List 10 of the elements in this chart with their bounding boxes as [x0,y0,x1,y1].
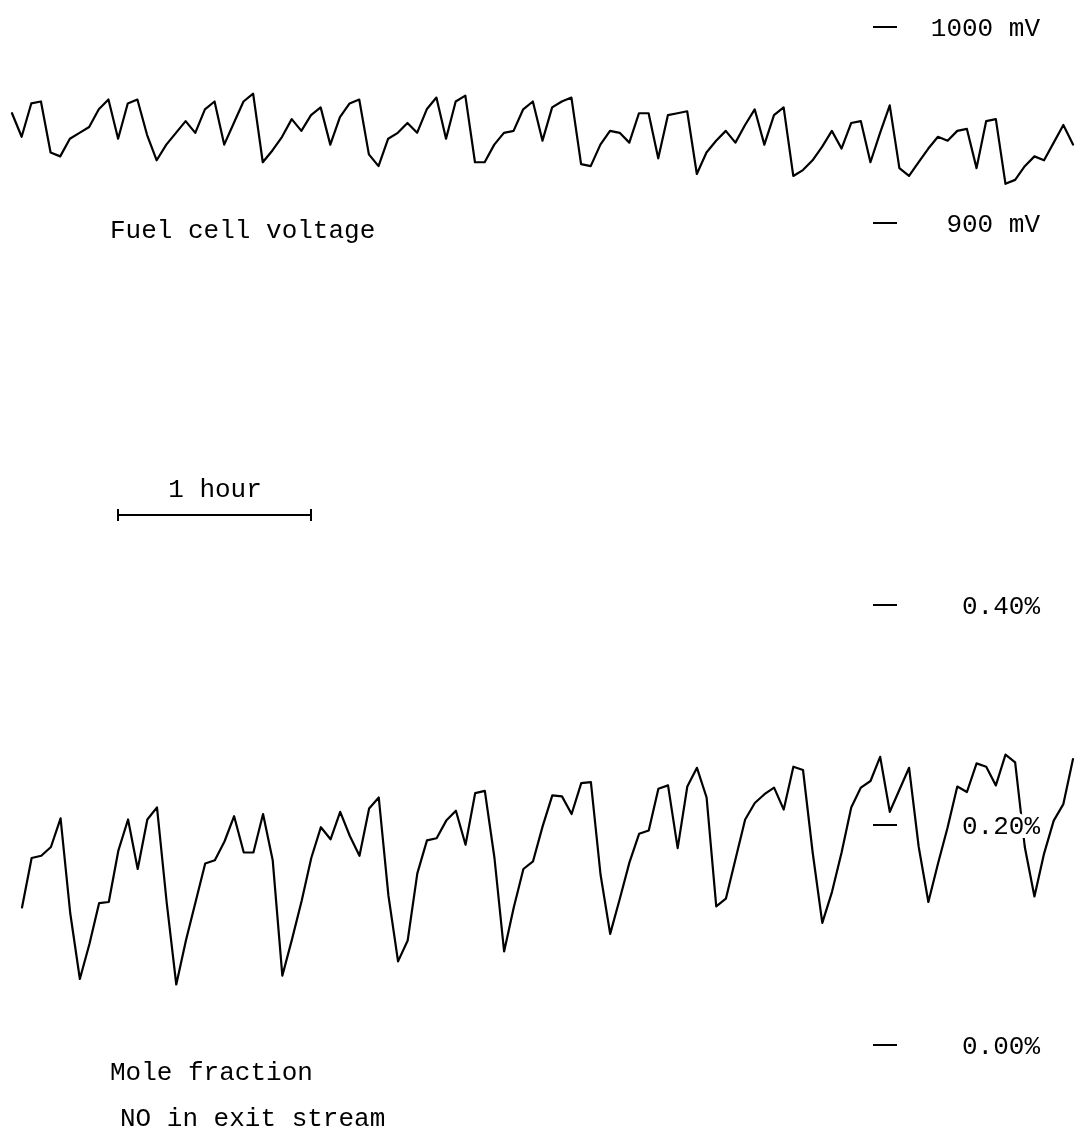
y-tick-label: 0.00% [961,1032,1041,1063]
text: Fuel cell voltage [110,216,376,246]
line-series [10,92,1075,185]
y-tick-label: 0.40% [961,592,1041,623]
text: Mole fraction [110,1058,313,1088]
line-series [20,753,1075,986]
text: NO in exit stream [120,1104,386,1134]
text: 1 hour [168,475,262,505]
y-tick-label: 900 mV [946,210,1041,241]
y-tick-label: 1000 mV [930,14,1041,45]
